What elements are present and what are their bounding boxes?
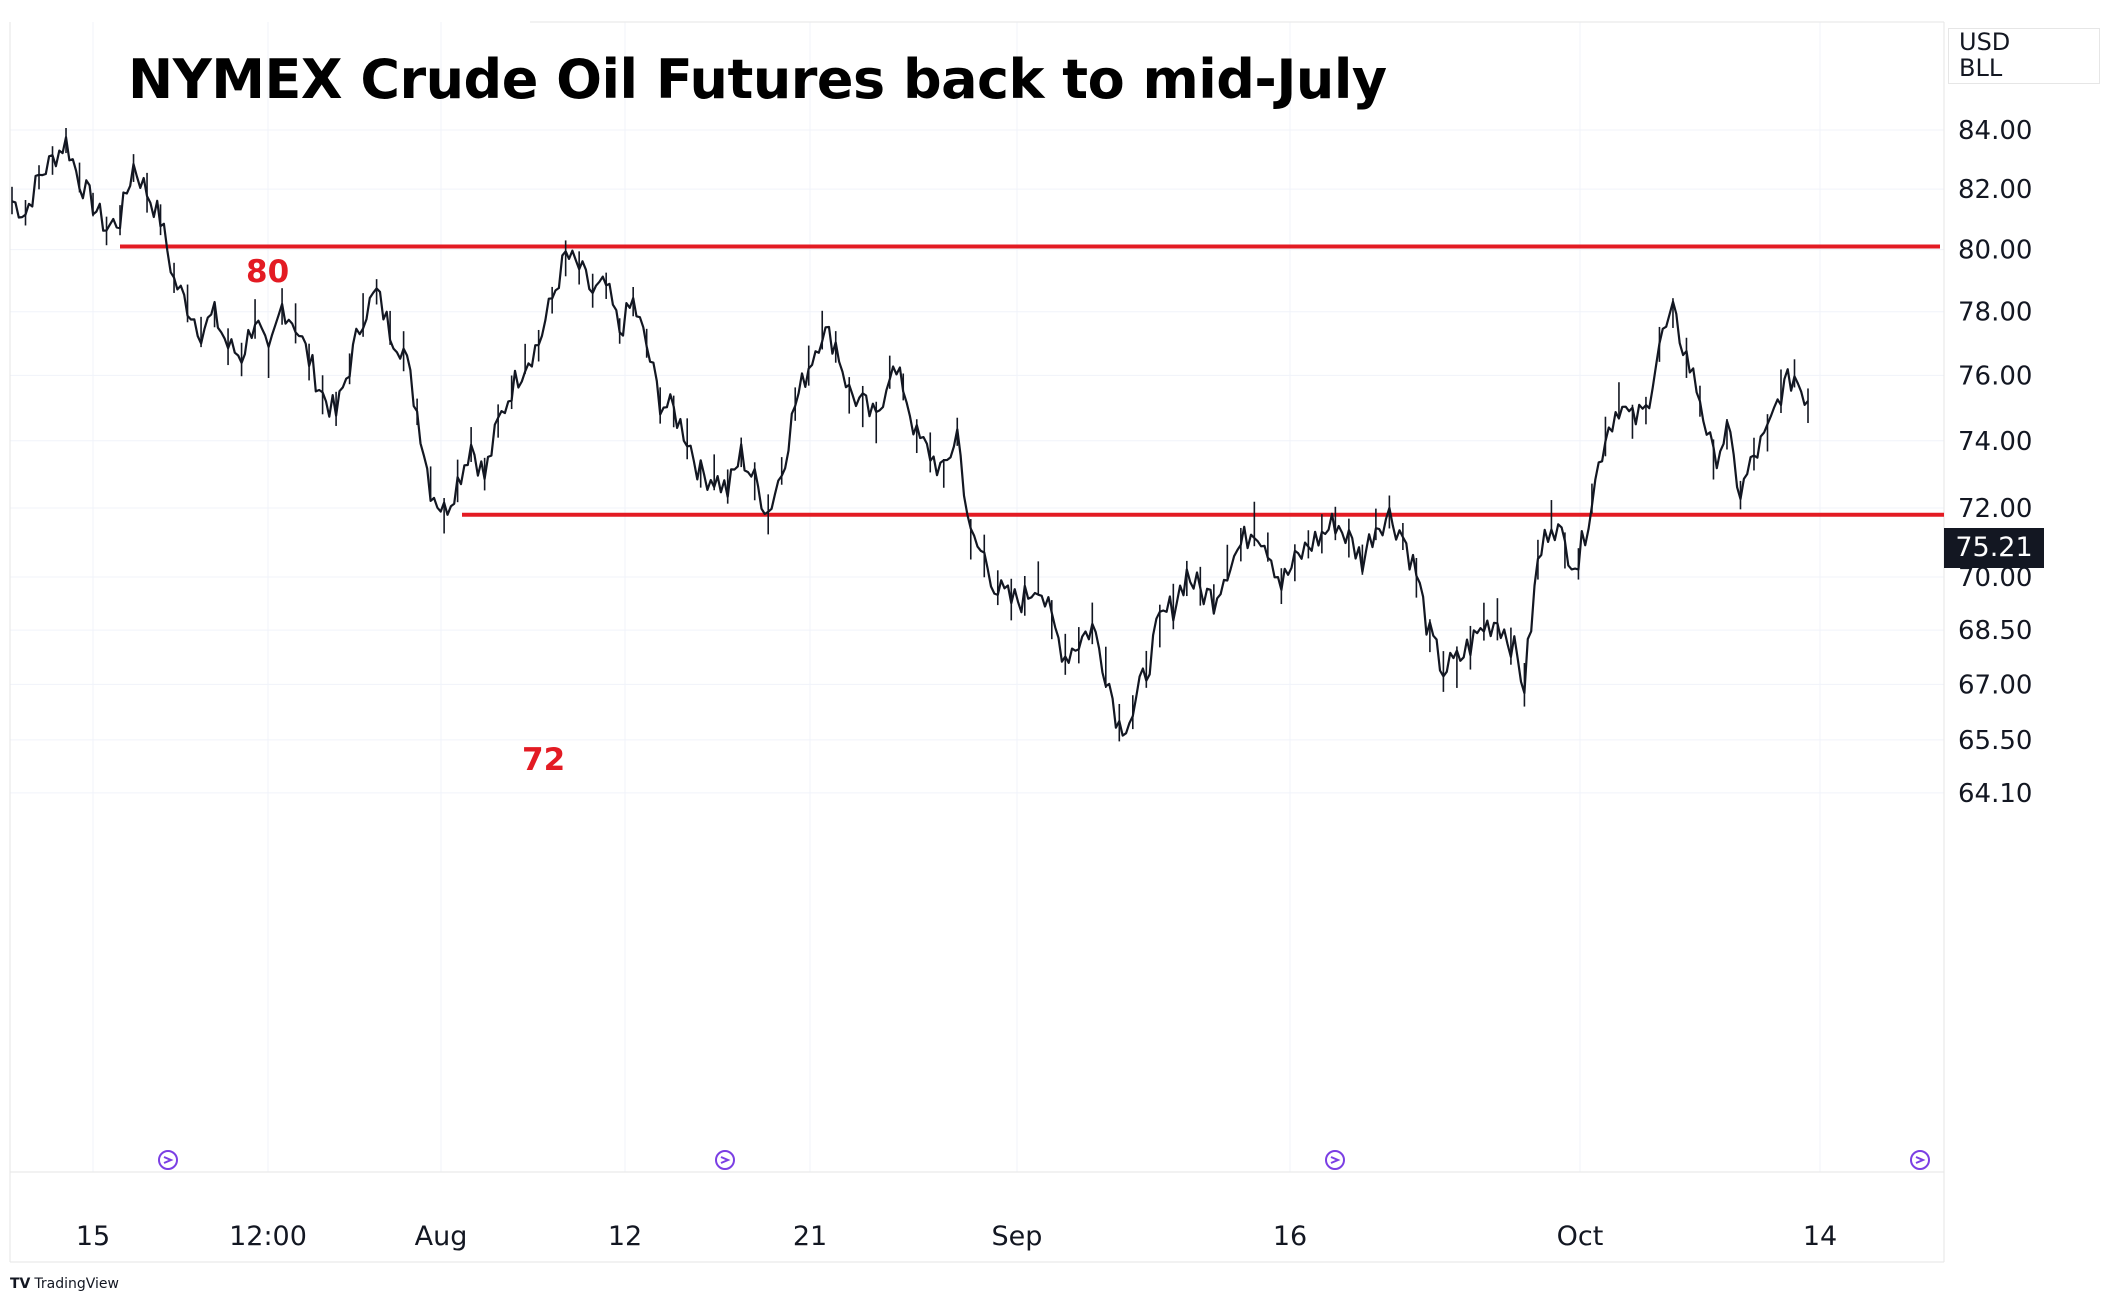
- level-label: 80: [246, 254, 289, 290]
- currency-label: USD: [1959, 28, 2011, 56]
- event-marker-circle: [158, 1150, 178, 1170]
- axes-frame: [9, 21, 1945, 1263]
- y-tick-label: 82.00: [1958, 175, 2032, 205]
- x-tick-label: 21: [793, 1221, 827, 1252]
- x-tick-label: Oct: [1557, 1221, 1604, 1252]
- event-markers: [158, 1150, 1930, 1170]
- event-marker-circle: [1325, 1150, 1345, 1170]
- event-marker-arrow: [720, 1156, 731, 1164]
- last-price-badge: 75.21: [1944, 528, 2044, 568]
- x-tick-label: Aug: [415, 1221, 468, 1252]
- unit-label: BLL: [1959, 54, 2003, 82]
- event-marker-icon[interactable]: [158, 1150, 178, 1170]
- event-marker-arrow: [1330, 1156, 1341, 1164]
- event-marker-arrow: [1915, 1156, 1926, 1164]
- y-tick-label: 68.50: [1958, 616, 2032, 646]
- x-tick-label: 12:00: [229, 1221, 307, 1252]
- level-lines: 80 72: [120, 244, 1944, 778]
- y-tick-label: 70.00: [1958, 563, 2032, 593]
- level-label: 72: [522, 742, 565, 778]
- event-marker-icon[interactable]: [715, 1150, 735, 1170]
- price-path: [11, 136, 1809, 737]
- y-tick-label: 72.00: [1958, 494, 2032, 524]
- chart-title: NYMEX Crude Oil Futures back to mid-July: [128, 48, 1387, 111]
- y-tick-label: 84.00: [1958, 116, 2032, 146]
- y-tick-label: 74.00: [1958, 427, 2032, 457]
- event-marker-icon[interactable]: [1910, 1150, 1930, 1170]
- x-tick-label: 16: [1273, 1221, 1307, 1252]
- y-tick-label: 76.00: [1958, 361, 2032, 391]
- tradingview-logo: TV: [10, 1276, 31, 1292]
- y-tick-label: 78.00: [1958, 298, 2032, 328]
- y-axis-labels: 84.00 82.00 80.00 78.00 76.00 74.00 72.00 70.00…: [1958, 116, 2032, 809]
- tradingview-watermark[interactable]: TV TradingView: [10, 1276, 119, 1292]
- y-tick-label: 65.50: [1958, 726, 2032, 756]
- y-tick-label: 64.10: [1958, 779, 2032, 809]
- y-tick-label: 67.00: [1958, 670, 2032, 700]
- x-tick-label: 12: [608, 1221, 642, 1252]
- currency-unit-box[interactable]: USD BLL: [1948, 28, 2100, 84]
- event-marker-circle: [715, 1150, 735, 1170]
- y-tick-label: 80.00: [1958, 236, 2032, 266]
- x-tick-label: 15: [76, 1221, 110, 1252]
- tradingview-text: TradingView: [34, 1276, 119, 1292]
- x-tick-label: 14: [1803, 1221, 1837, 1252]
- x-tick-label: Sep: [992, 1221, 1043, 1252]
- event-marker-icon[interactable]: [1325, 1150, 1345, 1170]
- price-series: [11, 127, 1809, 742]
- grid: [10, 22, 1944, 1172]
- event-marker-circle: [1910, 1150, 1930, 1170]
- event-marker-arrow: [163, 1156, 174, 1164]
- x-axis-labels: 15 12:00 Aug 12 21 Sep 16 Oct 14: [76, 1221, 1837, 1252]
